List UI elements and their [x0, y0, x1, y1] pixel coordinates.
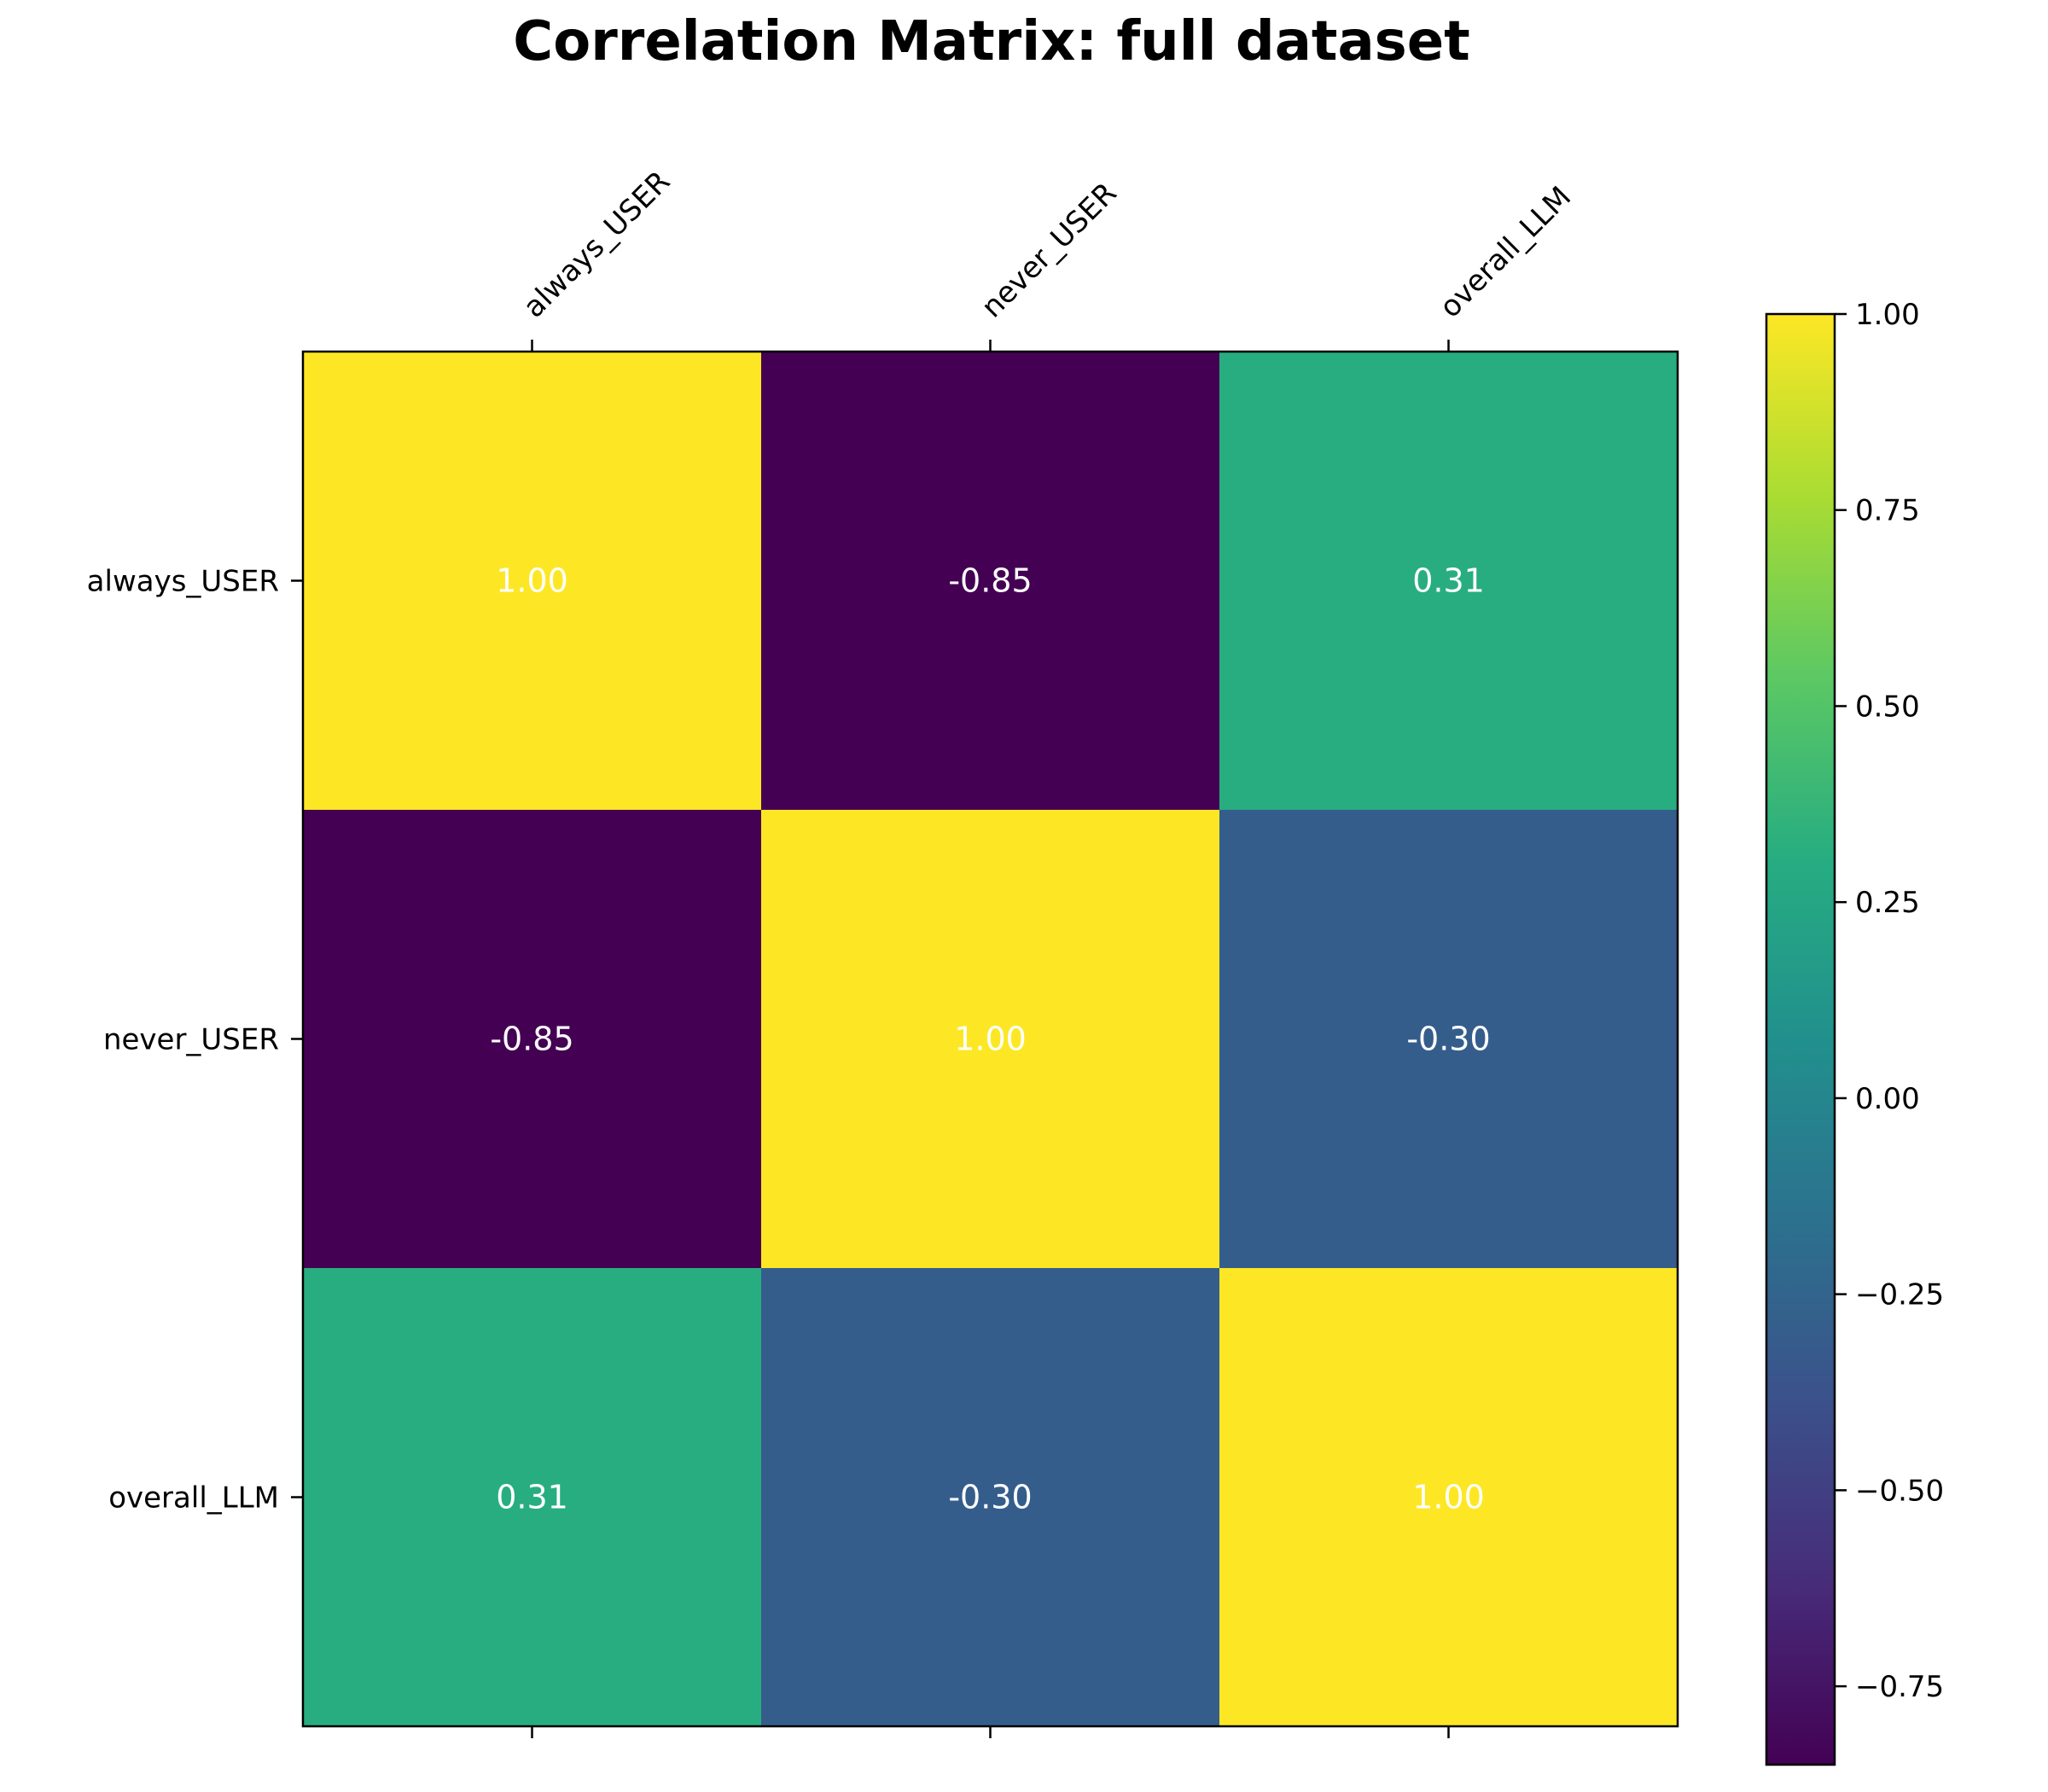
colorbar-tick-label: 0.25	[1855, 886, 1920, 920]
cell-value-label: 0.31	[496, 1479, 568, 1516]
cell-value-label: -0.30	[1406, 1021, 1490, 1058]
colorbar-tick-label: 0.00	[1855, 1082, 1920, 1116]
colorbar-tick-label: −0.75	[1855, 1670, 1944, 1704]
cell-value-label: -0.85	[490, 1021, 573, 1058]
colorbar-tick-label: −0.25	[1855, 1278, 1944, 1312]
cell-value-label: 1.00	[496, 562, 568, 600]
colorbar-tick-label: 0.75	[1855, 494, 1920, 528]
colorbar: 1.00 0.75 0.50 0.25 0.00 −0.25 −0.50 −0.75	[1765, 298, 1944, 1766]
y-tick-label: overall_LLM	[108, 1481, 279, 1516]
heatmap-cells: 1.00 -0.85 0.31 -0.85 1.00 -0.30 0.31 -0.30 1.00	[303, 352, 1678, 1726]
x-tick-label: never_USER	[975, 176, 1124, 324]
cell-value-label: -0.30	[948, 1479, 1032, 1516]
heatmap-cell	[1219, 352, 1678, 810]
heatmap-cell	[303, 810, 761, 1268]
cell-value-label: -0.85	[948, 562, 1032, 600]
heatmap-cell	[1219, 1268, 1678, 1726]
cell-value-label: 0.31	[1412, 562, 1485, 600]
heatmap-cell	[303, 1268, 761, 1726]
colorbar-tick-label: 1.00	[1855, 298, 1920, 332]
cell-value-label: 1.00	[954, 1021, 1027, 1058]
colorbar-tick-label: −0.50	[1855, 1474, 1944, 1508]
heatmap-cell	[761, 352, 1219, 810]
chart-title: Correlation Matrix: full dataset	[513, 10, 1470, 73]
heatmap-cell	[1219, 810, 1678, 1268]
x-tick-label: always_USER	[517, 165, 678, 325]
x-tick-label: overall_LLM	[1434, 180, 1579, 325]
heatmap-cell	[303, 352, 761, 810]
cell-value-label: 1.00	[1412, 1479, 1485, 1516]
colorbar-gradient	[1765, 312, 1836, 1766]
colorbar-tick-label: 0.50	[1855, 689, 1920, 724]
y-tick-label: always_USER	[87, 565, 279, 599]
y-tick-label: never_USER	[103, 1023, 279, 1057]
heatmap-cell	[761, 810, 1219, 1268]
heatmap-cell	[761, 1268, 1219, 1726]
